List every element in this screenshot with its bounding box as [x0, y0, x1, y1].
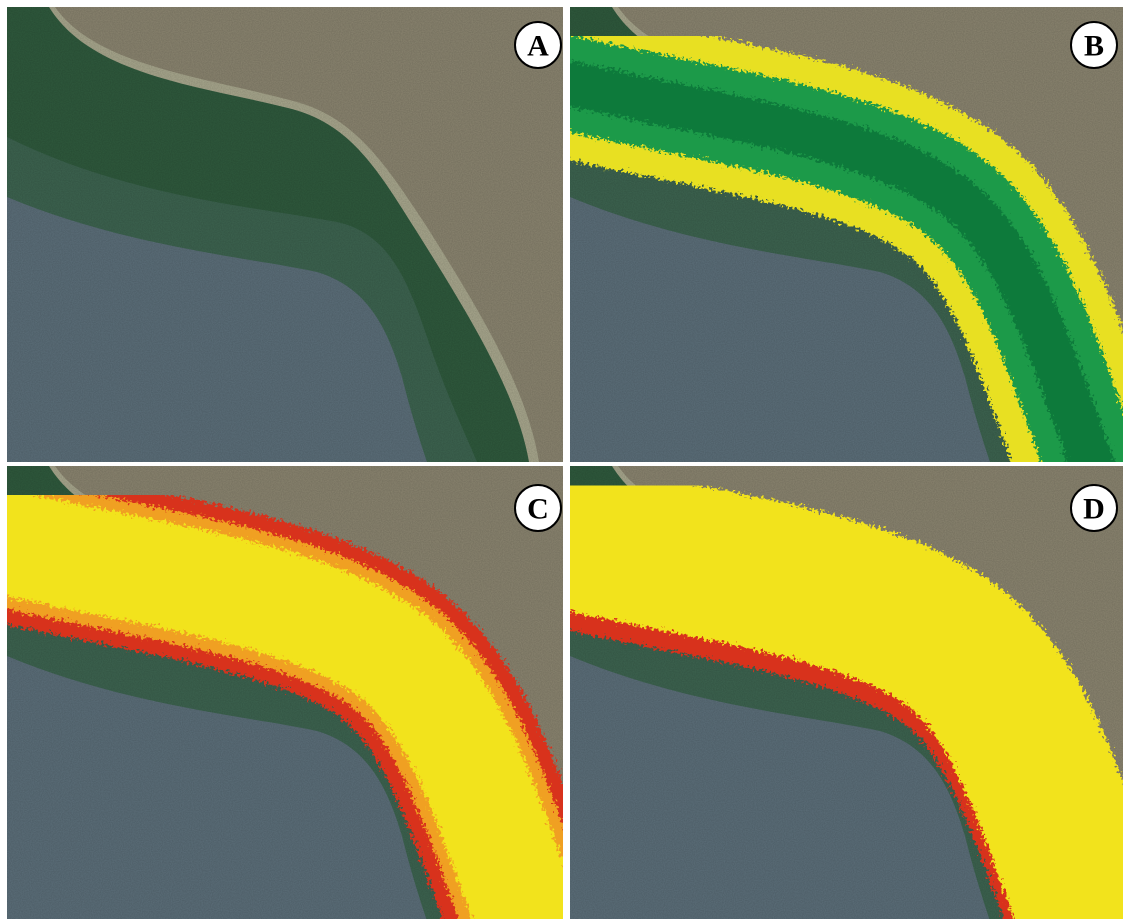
panel-label: B [1084, 30, 1104, 63]
panel-a [7, 7, 563, 462]
figure: A B C D [0, 0, 1123, 919]
label-c: C [515, 485, 561, 531]
label-b: B [1071, 22, 1117, 68]
label-d: D [1071, 485, 1117, 531]
panel-b [540, 7, 1123, 487]
panel-label: A [527, 30, 549, 63]
panel-label: D [1083, 493, 1105, 526]
panel-label: C [527, 493, 549, 526]
panel-d [540, 466, 1123, 919]
panel-c [0, 466, 563, 919]
label-a: A [515, 22, 561, 68]
